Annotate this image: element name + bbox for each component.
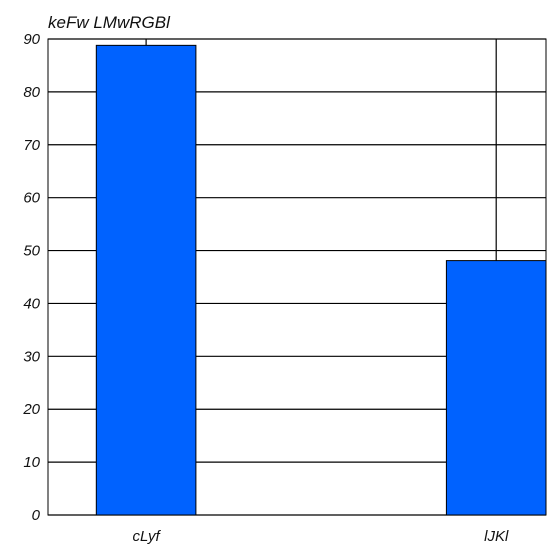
x-tick-label: lJKl (484, 528, 509, 545)
y-tick-label: 0 (32, 507, 41, 524)
bar (96, 45, 196, 515)
y-tick-label: 30 (23, 348, 40, 365)
bar (446, 261, 546, 515)
x-tick-label: cLyf (132, 528, 161, 545)
y-tick-label: 60 (23, 190, 40, 207)
y-tick-label: 80 (23, 84, 40, 101)
y-tick-label: 90 (23, 31, 40, 48)
y-tick-label: 10 (23, 454, 40, 471)
chart-title: keFw LMwRGBl (48, 13, 171, 32)
y-tick-label: 70 (23, 137, 40, 154)
y-tick-label: 20 (22, 401, 40, 418)
y-tick-label: 40 (23, 295, 40, 312)
y-tick-label: 50 (23, 243, 40, 260)
